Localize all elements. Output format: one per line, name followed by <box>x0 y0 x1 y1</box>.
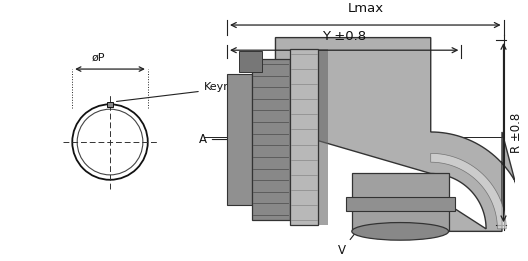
Text: Y ±0.8: Y ±0.8 <box>322 30 366 43</box>
Polygon shape <box>276 38 527 231</box>
Polygon shape <box>431 153 506 229</box>
Ellipse shape <box>352 223 449 240</box>
Text: Keymapping: Keymapping <box>117 82 273 102</box>
Bar <box>239 51 262 72</box>
Bar <box>227 74 251 205</box>
Text: øP: øP <box>92 53 106 63</box>
Bar <box>313 49 328 225</box>
Bar <box>251 59 290 220</box>
Bar <box>290 49 318 225</box>
Bar <box>352 174 449 231</box>
Bar <box>107 102 114 106</box>
Text: Lmax: Lmax <box>347 2 383 15</box>
Text: R ±0.8: R ±0.8 <box>510 112 523 153</box>
Bar <box>346 197 455 211</box>
Text: A: A <box>199 133 237 146</box>
Text: V: V <box>337 230 358 257</box>
